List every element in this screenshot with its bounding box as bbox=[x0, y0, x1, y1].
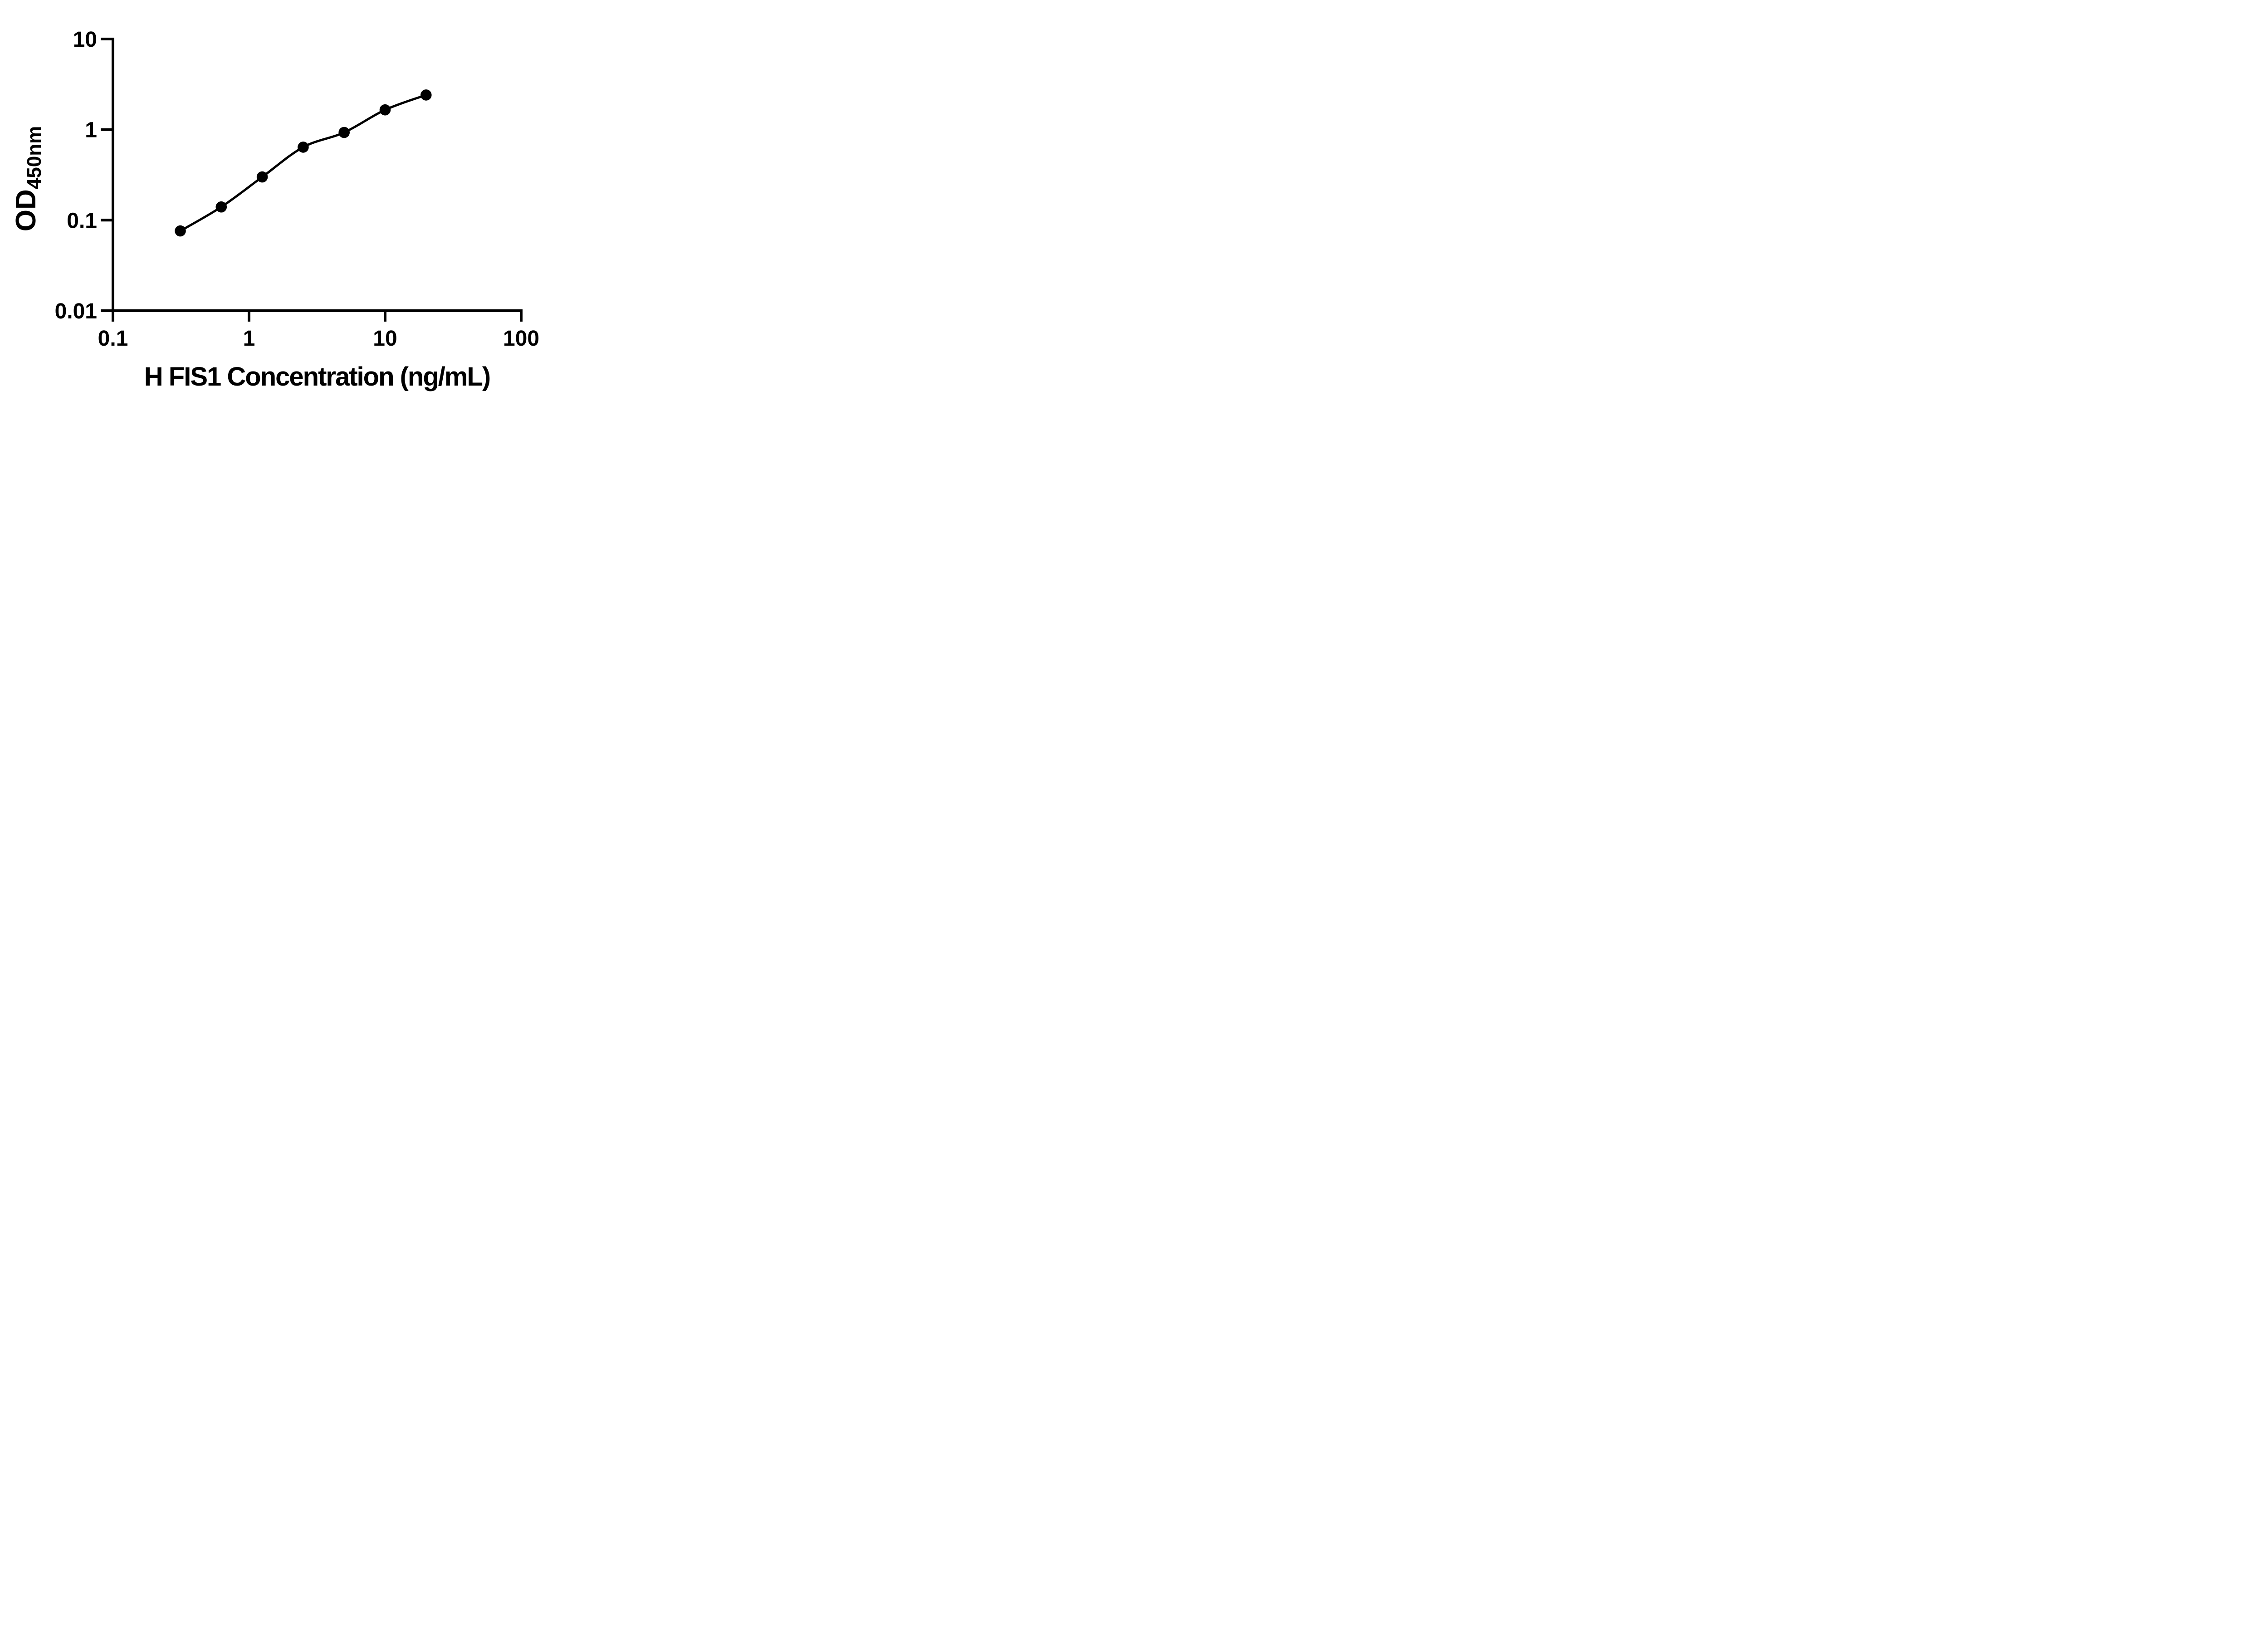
y-axis-title-main: OD bbox=[10, 189, 42, 231]
y-tick-label-0.1: 0.1 bbox=[67, 209, 97, 233]
data-point-marker bbox=[256, 171, 268, 183]
data-point-marker bbox=[298, 142, 309, 153]
x-tick-label-10: 10 bbox=[373, 327, 397, 351]
y-axis-title: OD450nm bbox=[10, 126, 45, 231]
x-axis-title: H FIS1 Concentration (ng/mL) bbox=[144, 362, 490, 391]
data-point-marker bbox=[338, 127, 350, 138]
y-tick-label-10: 10 bbox=[73, 28, 97, 52]
x-tick-label-100: 100 bbox=[503, 327, 539, 351]
data-point-marker bbox=[175, 225, 186, 237]
y-tick-label-0.01: 0.01 bbox=[55, 299, 97, 323]
axis-frame-and-ticks bbox=[101, 38, 523, 322]
x-tick-label-1: 1 bbox=[243, 327, 255, 351]
axes-layer bbox=[101, 38, 523, 322]
figure-canvas: 0.01 0.1 1 10 0.1 1 10 100 H FIS1 Concentration… bbox=[0, 0, 583, 408]
y-tick-label-1: 1 bbox=[85, 118, 97, 142]
data-point-marker bbox=[215, 201, 227, 213]
y-axis-title-subscript: 450nm bbox=[23, 126, 45, 189]
data-point-marker bbox=[420, 89, 432, 101]
data-point-marker bbox=[379, 104, 391, 116]
x-tick-label-0.1: 0.1 bbox=[98, 327, 128, 351]
series-layer bbox=[175, 89, 432, 237]
